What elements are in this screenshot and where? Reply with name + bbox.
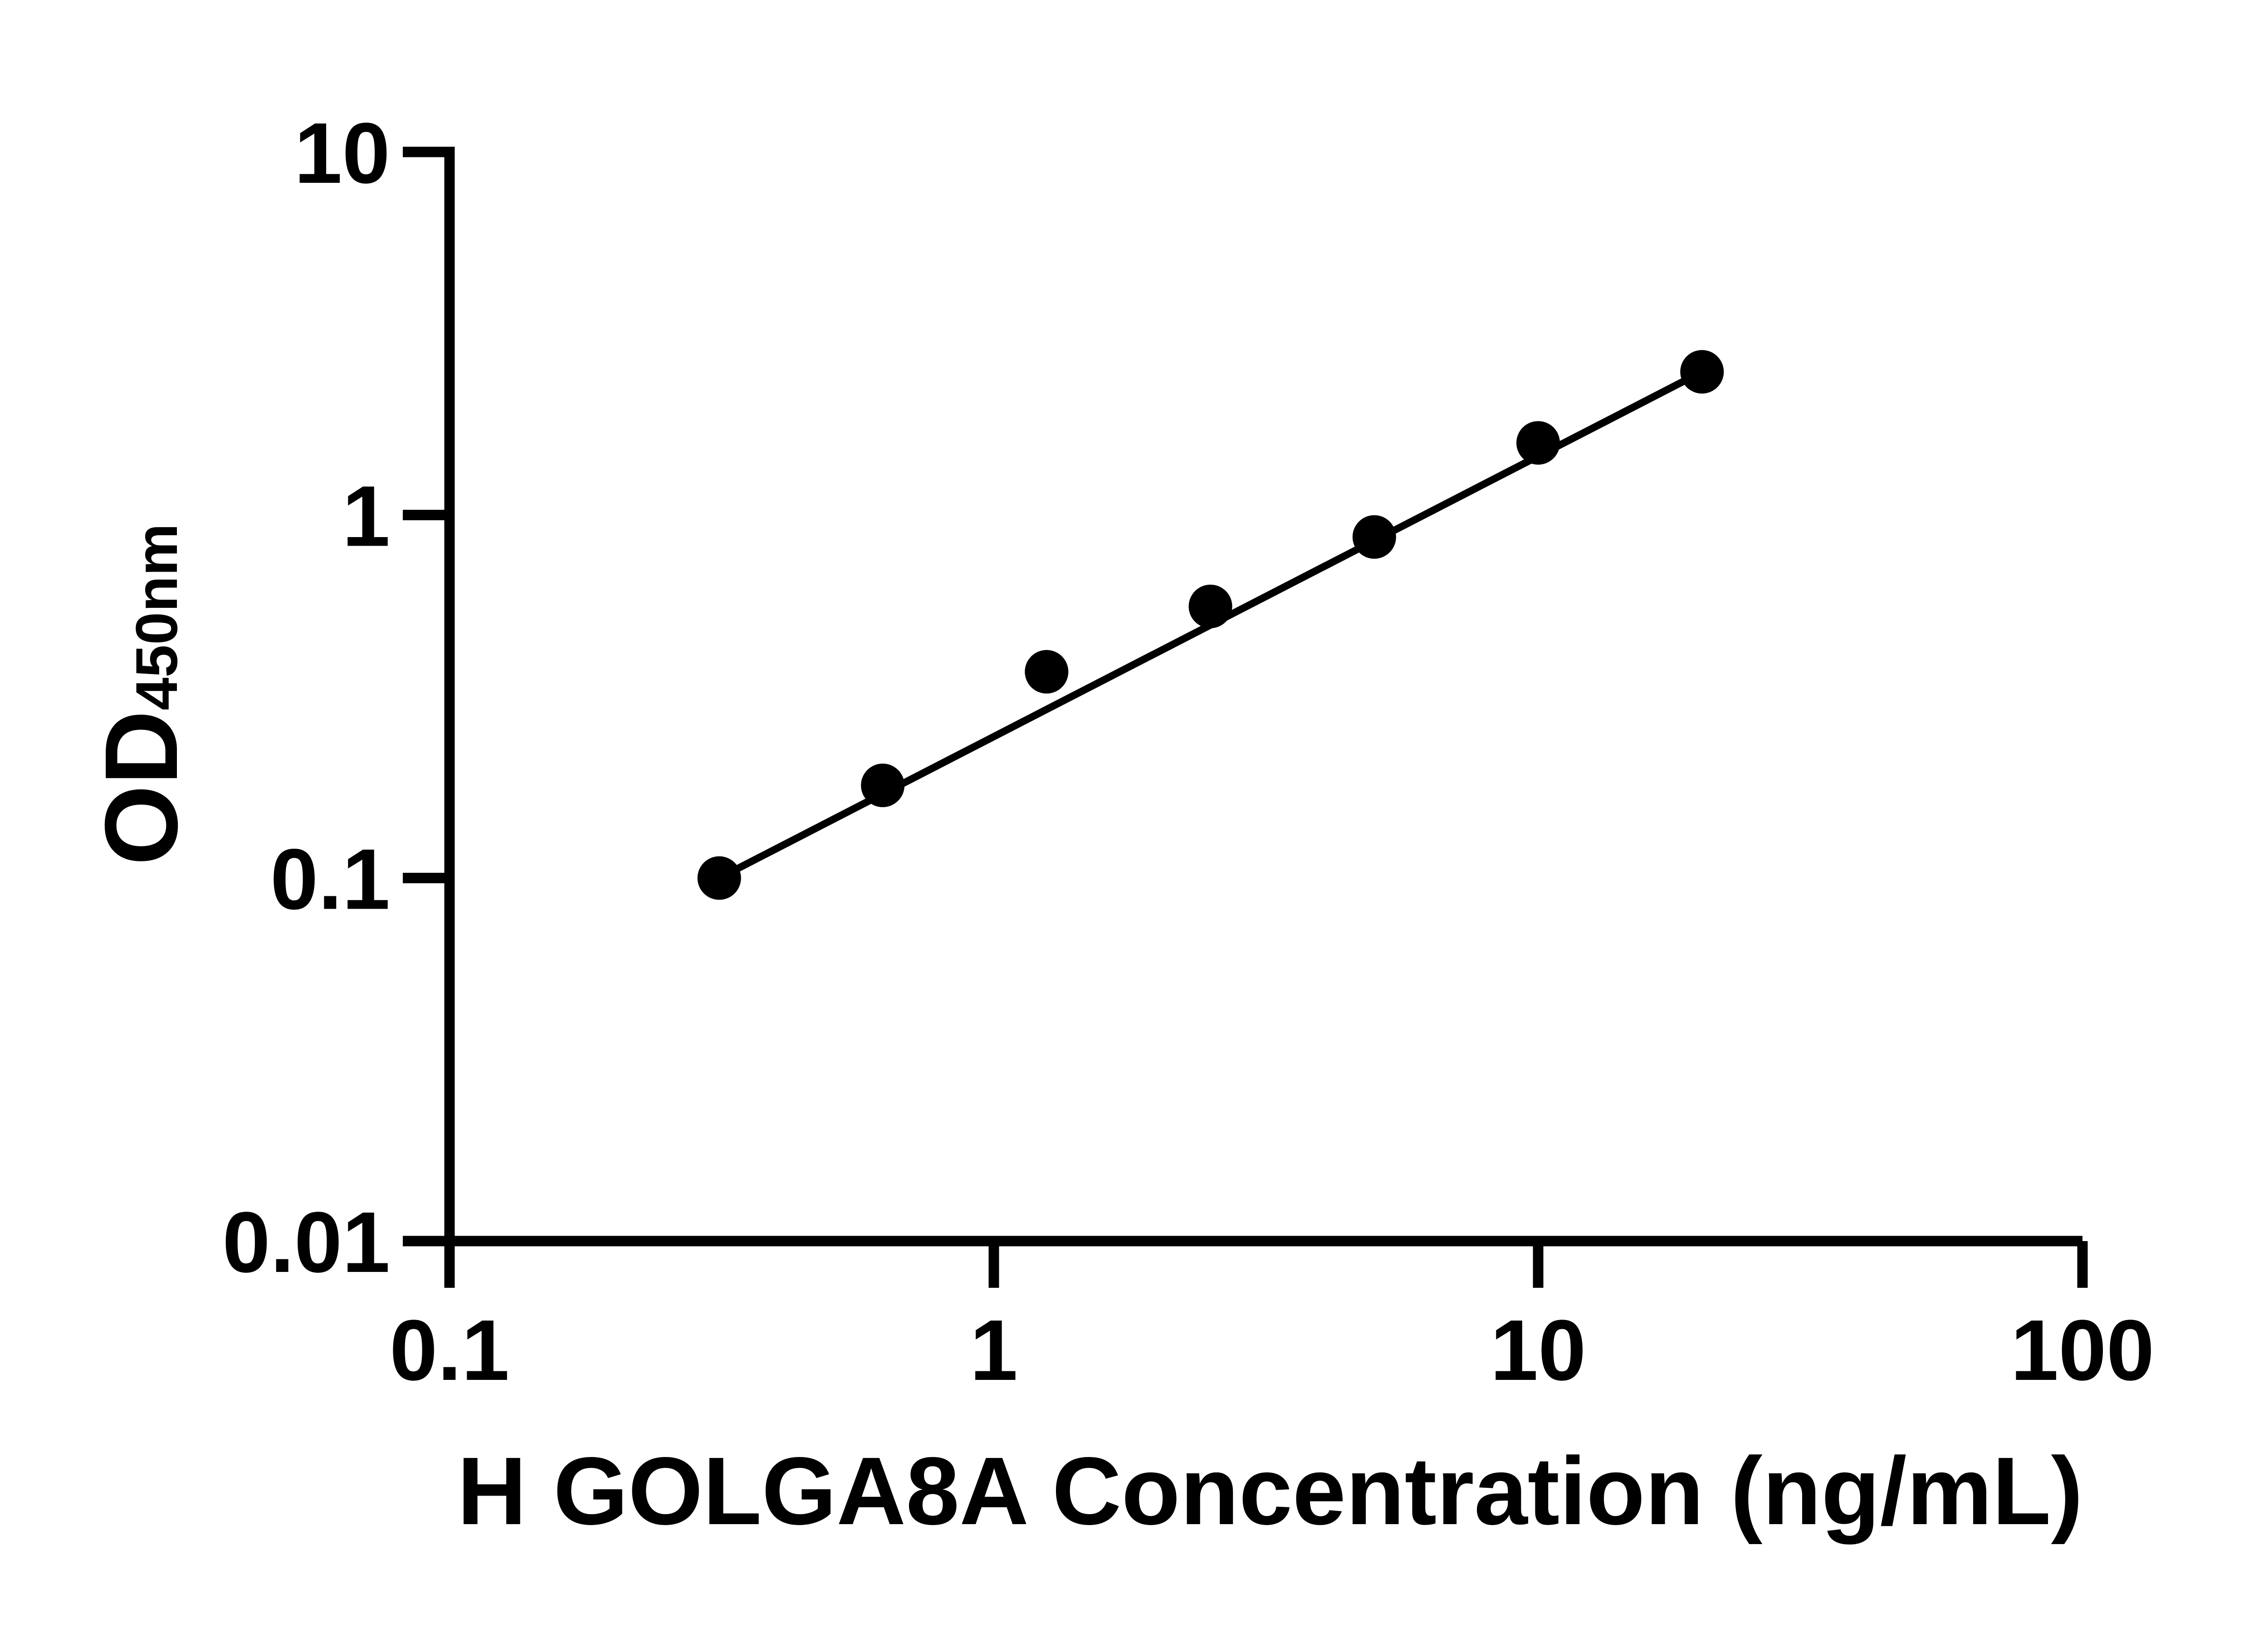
x-tick-label: 10 [1490,1302,1586,1398]
data-points [697,350,1724,900]
data-point [1680,350,1724,394]
y-tick-label: 1 [342,468,390,564]
data-point [1188,584,1232,628]
data-point [1025,650,1069,694]
axis-spine [444,147,2082,1247]
y-tick-label: 0.01 [222,1194,390,1291]
y-tick-labels: 10 1 0.1 0.01 [222,105,390,1291]
x-tick-label: 1 [970,1302,1018,1398]
axes [403,147,2088,1288]
y-tick-label: 0.1 [270,831,390,928]
x-tick-label: 100 [2010,1302,2154,1398]
data-point [1352,515,1396,559]
x-tick-label: 0.1 [390,1302,509,1398]
x-tick-labels: 0.1 1 10 100 [390,1302,2155,1398]
data-point [861,763,905,807]
y-axis-title-subscript: 450nm [123,523,190,710]
y-axis-title-main: OD [84,710,199,865]
y-tick-label: 10 [294,105,390,201]
x-axis-title: H GOLGA8A Concentration (ng/mL) [457,1437,2083,1545]
data-point [697,856,741,900]
data-point [1516,421,1560,465]
y-axis-title: OD450nm [84,523,199,865]
